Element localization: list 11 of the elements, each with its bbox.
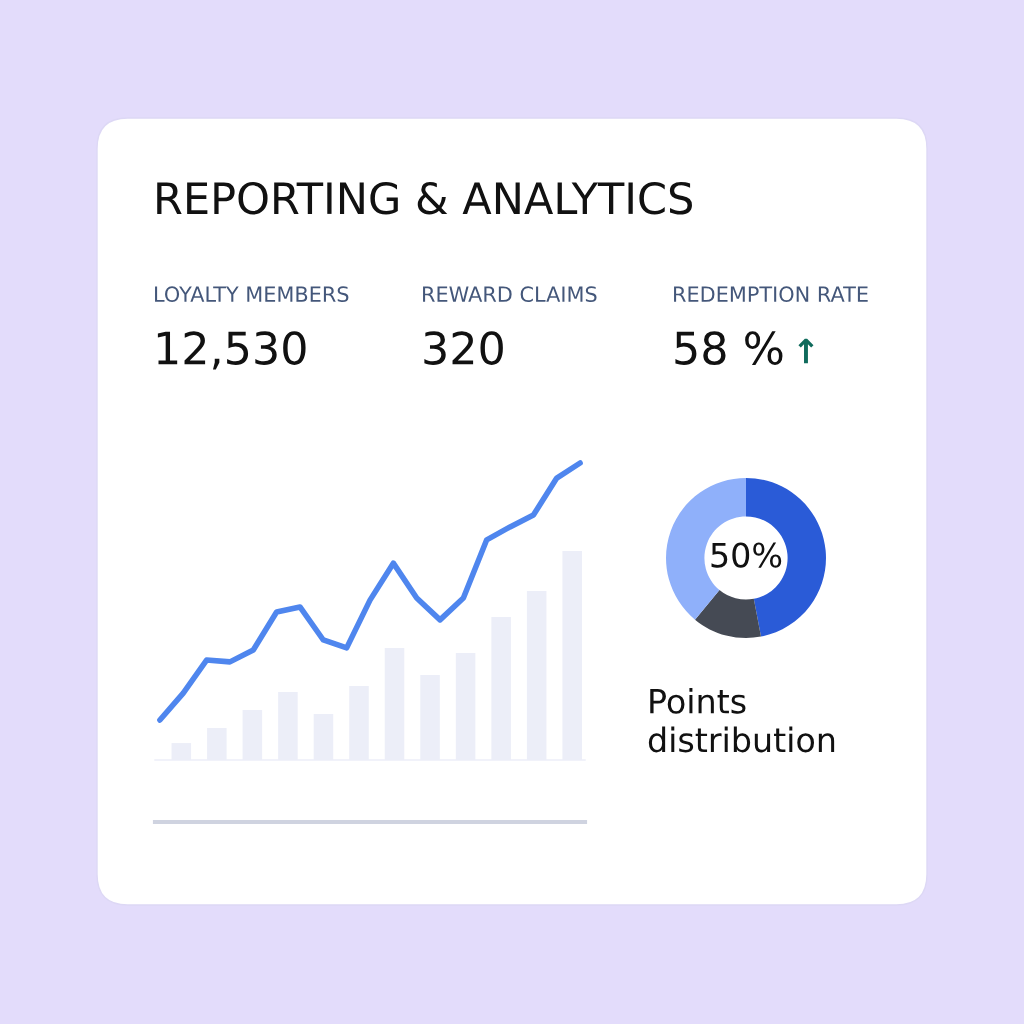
text: 58 %: [675, 331, 783, 365]
donut-slice: [695, 590, 761, 638]
text: 50%: [711, 542, 782, 568]
text: REWARD CLAIMS: [423, 286, 597, 303]
text: ↑: [798, 338, 814, 364]
text: 12,530: [157, 331, 306, 370]
text: REDEMPTION RATE: [674, 286, 868, 303]
text: Points distribution: [648, 688, 835, 753]
text: LOYALTY MEMBERS: [155, 286, 349, 303]
text: 320: [424, 331, 503, 365]
text: REPORTING & ANALYTICS: [157, 181, 692, 215]
